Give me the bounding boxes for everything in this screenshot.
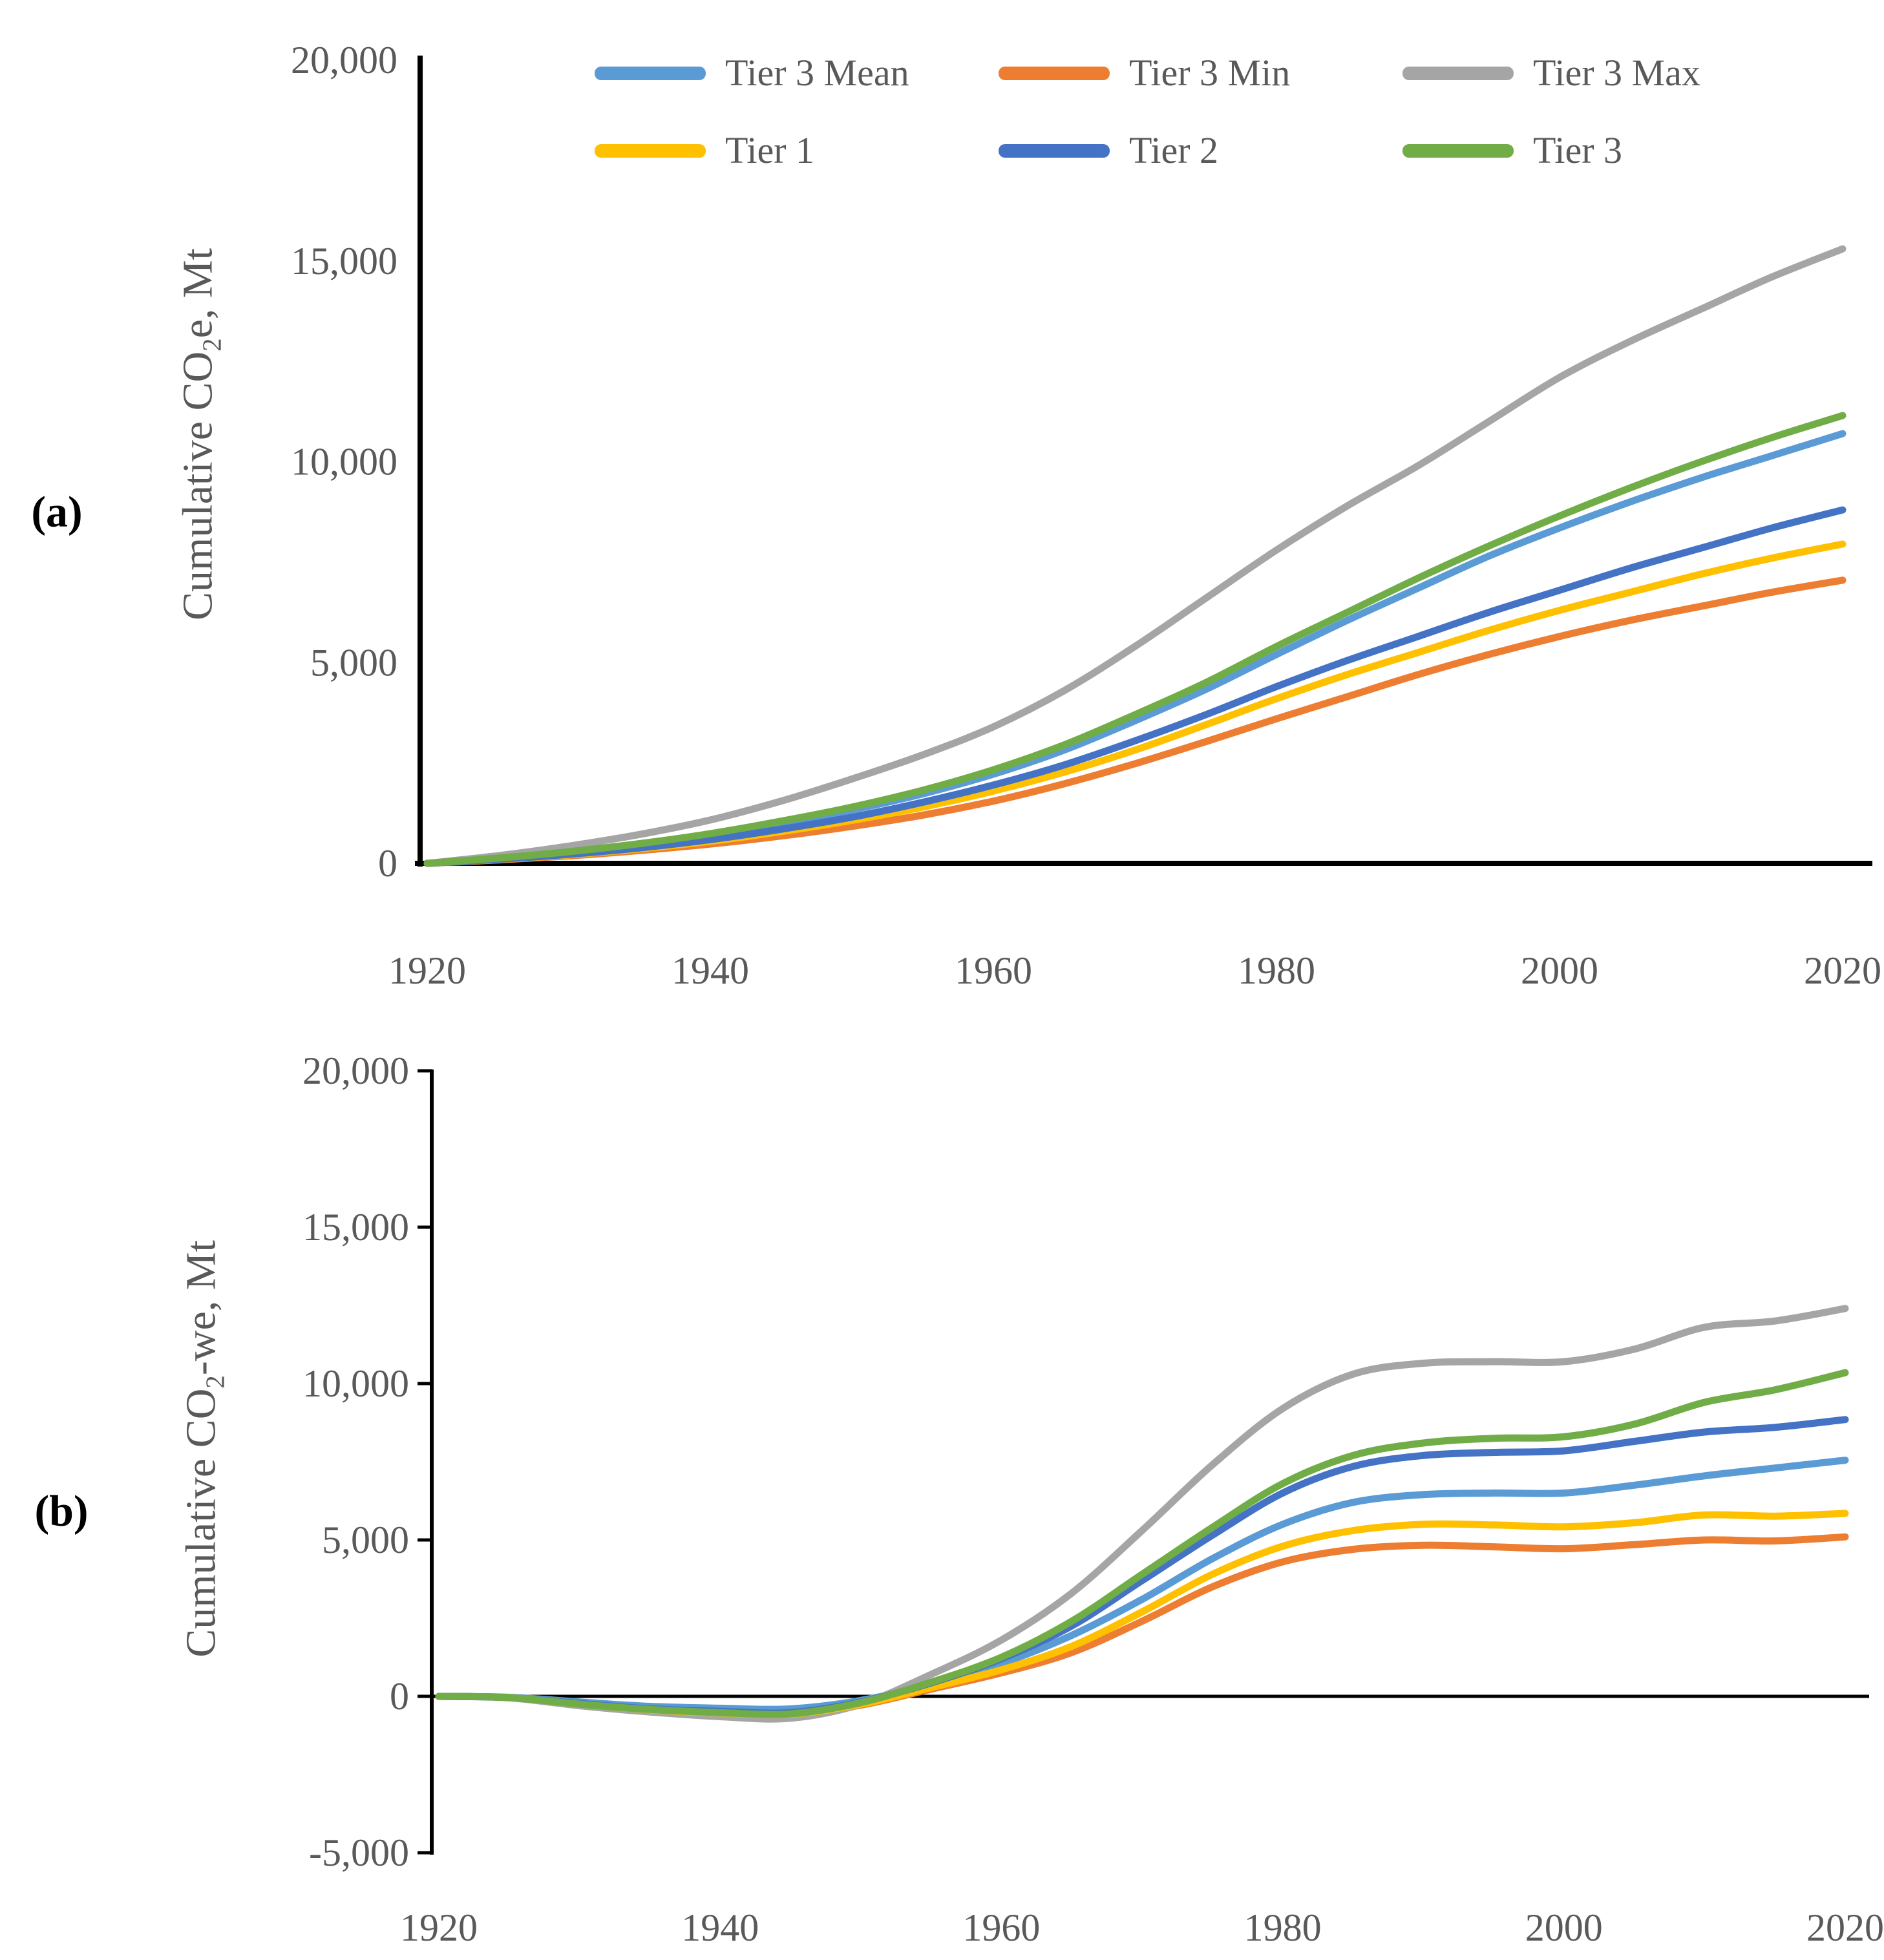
x-tick-label: 1980 (1244, 1906, 1322, 1949)
legend-label-tier3: Tier 3 (1533, 129, 1623, 171)
y-tick-label: 0 (390, 1675, 409, 1718)
x-tick-label: 2000 (1521, 949, 1598, 992)
legend-item-tier3-max: Tier 3 Max (1402, 50, 1700, 96)
legend-label-tier1: Tier 1 (725, 129, 815, 171)
y-axis-title-b: Cumulative CO2-we, Mt (176, 1240, 230, 1658)
x-tick-label: 1960 (962, 1906, 1040, 1949)
x-tick-label: 1920 (400, 1906, 478, 1949)
chart-a-canvas: 0 5,000 10,000 15,000 20,000 1920 1940 1960 1980… (291, 39, 1881, 992)
y-tick-label: 10,000 (291, 441, 397, 483)
legend-item-tier2: Tier 2 (999, 128, 1218, 173)
y-tick-label: 10,000 (302, 1362, 409, 1405)
y-axis-title-a-sub: 2 (197, 338, 227, 352)
x-tick-label: 1920 (388, 949, 466, 992)
y-axis-title-b-sub: 2 (200, 1375, 230, 1389)
x-tick-label: 1940 (672, 949, 749, 992)
series-line-tier-2 (435, 1416, 1849, 1717)
y-tick-label: 5,000 (310, 641, 397, 684)
legend-label-tier3-min: Tier 3 Min (1129, 52, 1291, 94)
series-line-tier-3-max (423, 245, 1847, 867)
legend-swatch-tier3 (1402, 143, 1514, 158)
x-tick-label: 2000 (1525, 1906, 1603, 1949)
series-line-tier-3 (423, 412, 1847, 867)
series-line-tier-3-min (435, 1533, 1849, 1719)
y-axis-title-a: Cumulative CO2e, Mt (173, 248, 227, 620)
legend-label-tier3-mean: Tier 3 Mean (725, 52, 909, 94)
y-axis-title-a-text: Cumulative CO (174, 351, 222, 620)
chart-legend: Tier 3 Mean Tier 3 Min Tier 3 Max Tier 1… (0, 0, 1884, 194)
legend-swatch-tier3-mean (595, 66, 706, 80)
y-tick-label: 0 (378, 842, 397, 885)
series-line-tier-2 (423, 506, 1847, 867)
x-tick-label: 1940 (681, 1906, 759, 1949)
x-tick-label: 1960 (955, 949, 1032, 992)
series-line-tier-1 (423, 540, 1847, 867)
y-axis-title-a-suffix: e, Mt (174, 248, 222, 339)
panel-b-label: (b) (34, 1486, 89, 1535)
series-line-tier-3-max (435, 1305, 1849, 1723)
legend-label-tier3-max: Tier 3 Max (1533, 52, 1700, 94)
legend-swatch-tier3-max (1402, 66, 1514, 80)
y-axis-title-b-suffix: -we, Mt (177, 1240, 225, 1376)
x-tick-label: 2020 (1804, 949, 1881, 992)
legend-item-tier1: Tier 1 (595, 128, 814, 173)
y-tick-label: 20,000 (291, 39, 397, 81)
y-tick-label: 5,000 (322, 1519, 409, 1561)
y-tick-label: -5,000 (309, 1831, 409, 1874)
legend-item-tier3: Tier 3 (1402, 128, 1622, 173)
legend-item-tier3-min: Tier 3 Min (999, 50, 1290, 96)
x-tick-label: 1980 (1238, 949, 1315, 992)
series-line-tier-3 (435, 1369, 1849, 1718)
legend-swatch-tier1 (595, 143, 706, 158)
chart-b-canvas: -5,000 0 5,000 10,000 15,000 20,000 1920 1940 19… (302, 1049, 1884, 1949)
legend-swatch-tier2 (999, 143, 1110, 158)
legend-item-tier3-mean: Tier 3 Mean (595, 50, 909, 96)
y-tick-label: 15,000 (291, 240, 397, 282)
y-tick-label: 15,000 (302, 1206, 409, 1249)
y-tick-label: 20,000 (302, 1049, 409, 1092)
y-axis-title-b-text: Cumulative CO (177, 1388, 225, 1658)
legend-swatch-tier3-min (999, 66, 1110, 80)
x-tick-label: 2020 (1806, 1906, 1884, 1949)
legend-label-tier2: Tier 2 (1129, 129, 1219, 171)
panel-a-label: (a) (31, 487, 83, 536)
